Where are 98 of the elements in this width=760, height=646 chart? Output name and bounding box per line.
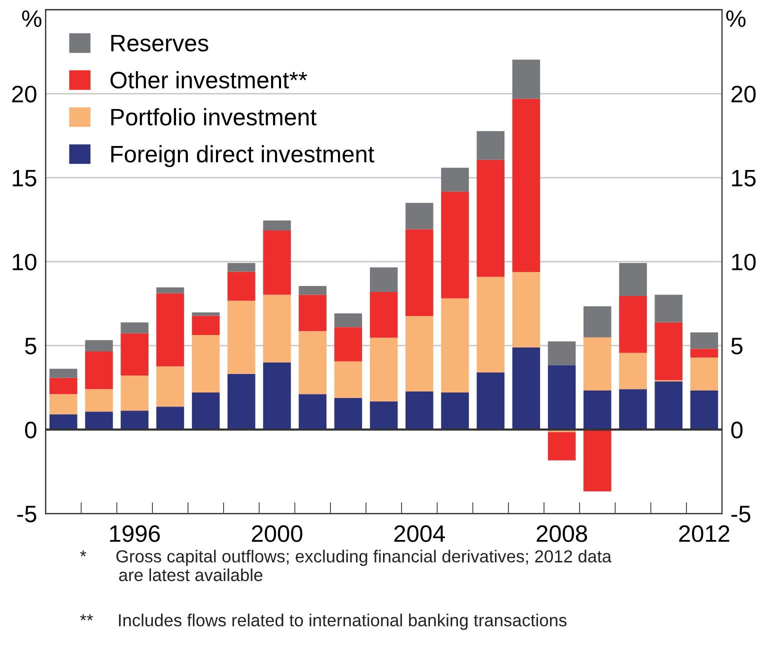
bar (619, 262, 647, 296)
y2-tick-label: 15 (732, 170, 756, 186)
bar (334, 398, 362, 430)
legend-label: Other investment** (110, 71, 308, 88)
y-tick-label: -5 (17, 506, 36, 522)
bar (156, 287, 184, 294)
bar (441, 168, 469, 192)
text: ** Includes flows related to international banking transactions (80, 614, 567, 630)
bar (619, 352, 647, 390)
bar (156, 366, 184, 407)
bar (85, 340, 113, 352)
bar (441, 392, 469, 430)
bar (512, 98, 540, 272)
bar (548, 432, 576, 460)
y-axis-title: % (22, 10, 42, 27)
x-tick-label: 2000 (252, 525, 302, 542)
bar (512, 60, 540, 99)
bar (120, 376, 148, 411)
bar (690, 332, 718, 349)
bar (584, 430, 612, 492)
y-tick-label: 20 (12, 86, 36, 102)
bar (50, 368, 78, 378)
bar (654, 294, 682, 322)
bar (298, 294, 326, 332)
bar (512, 347, 540, 430)
x-tick-label: 2004 (394, 525, 445, 542)
bar (192, 392, 220, 430)
bar (120, 322, 148, 334)
bar (476, 372, 504, 430)
legend-label: Portfolio investment (111, 108, 317, 126)
legend-label: Reserves (111, 35, 208, 52)
bar (228, 262, 256, 272)
bar (476, 276, 504, 372)
bar (584, 337, 612, 390)
bar (406, 316, 434, 392)
y2-axis-title: % (726, 10, 746, 27)
bar (334, 313, 362, 328)
bar (50, 394, 78, 414)
bar (370, 402, 398, 430)
bar (192, 316, 220, 336)
bar (548, 341, 576, 366)
bar (406, 202, 434, 230)
y-tick-label: 0 (25, 422, 36, 438)
bar (85, 351, 113, 390)
bar (263, 294, 291, 362)
bar (228, 374, 256, 430)
bar (192, 335, 220, 392)
bar (85, 412, 113, 430)
bar (584, 306, 612, 338)
y2-tick-label: 0 (731, 422, 743, 438)
text: * Gross capital outflows; excluding financial derivatives; 2012 data are latest available (80, 550, 612, 582)
bar (476, 160, 504, 277)
bar (406, 391, 434, 430)
y-tick-label: 5 (25, 338, 36, 354)
bar (298, 331, 326, 394)
bar (85, 389, 113, 412)
bar (298, 394, 326, 430)
bar (228, 300, 256, 374)
y2-tick-label: 10 (732, 254, 756, 270)
bar (334, 361, 362, 398)
bar (263, 362, 291, 430)
bar (654, 382, 682, 430)
y-tick-label: 10 (12, 254, 36, 270)
bar (120, 410, 148, 430)
y2-tick-label: 20 (732, 86, 756, 102)
bar (619, 296, 647, 353)
x-tick-label: 2008 (536, 525, 588, 542)
bar (512, 272, 540, 348)
bar (50, 378, 78, 394)
bar (441, 192, 469, 298)
bar (263, 230, 291, 295)
bar (298, 286, 326, 295)
bar (690, 390, 718, 430)
bar (156, 293, 184, 366)
y2-tick-label: -5 (731, 506, 750, 522)
x-tick-label: 2012 (679, 525, 730, 542)
bar (370, 292, 398, 338)
bar (228, 272, 256, 301)
bar (406, 229, 434, 316)
bar (50, 414, 78, 430)
y-tick-label: 15 (12, 170, 36, 186)
y2-tick-label: 5 (731, 338, 742, 354)
bar (441, 298, 469, 392)
bar (619, 389, 647, 430)
bar (334, 327, 362, 362)
bar (584, 390, 612, 430)
bar (548, 365, 576, 430)
bar (120, 333, 148, 376)
bar (690, 348, 718, 358)
bar (690, 358, 718, 390)
legend-label: Foreign direct investment (111, 145, 374, 168)
bar (370, 338, 398, 402)
bar (263, 220, 291, 231)
x-tick-label: 1996 (110, 525, 160, 542)
bar (654, 322, 682, 380)
bar (156, 406, 184, 430)
bar (370, 267, 398, 292)
bar (476, 131, 504, 160)
